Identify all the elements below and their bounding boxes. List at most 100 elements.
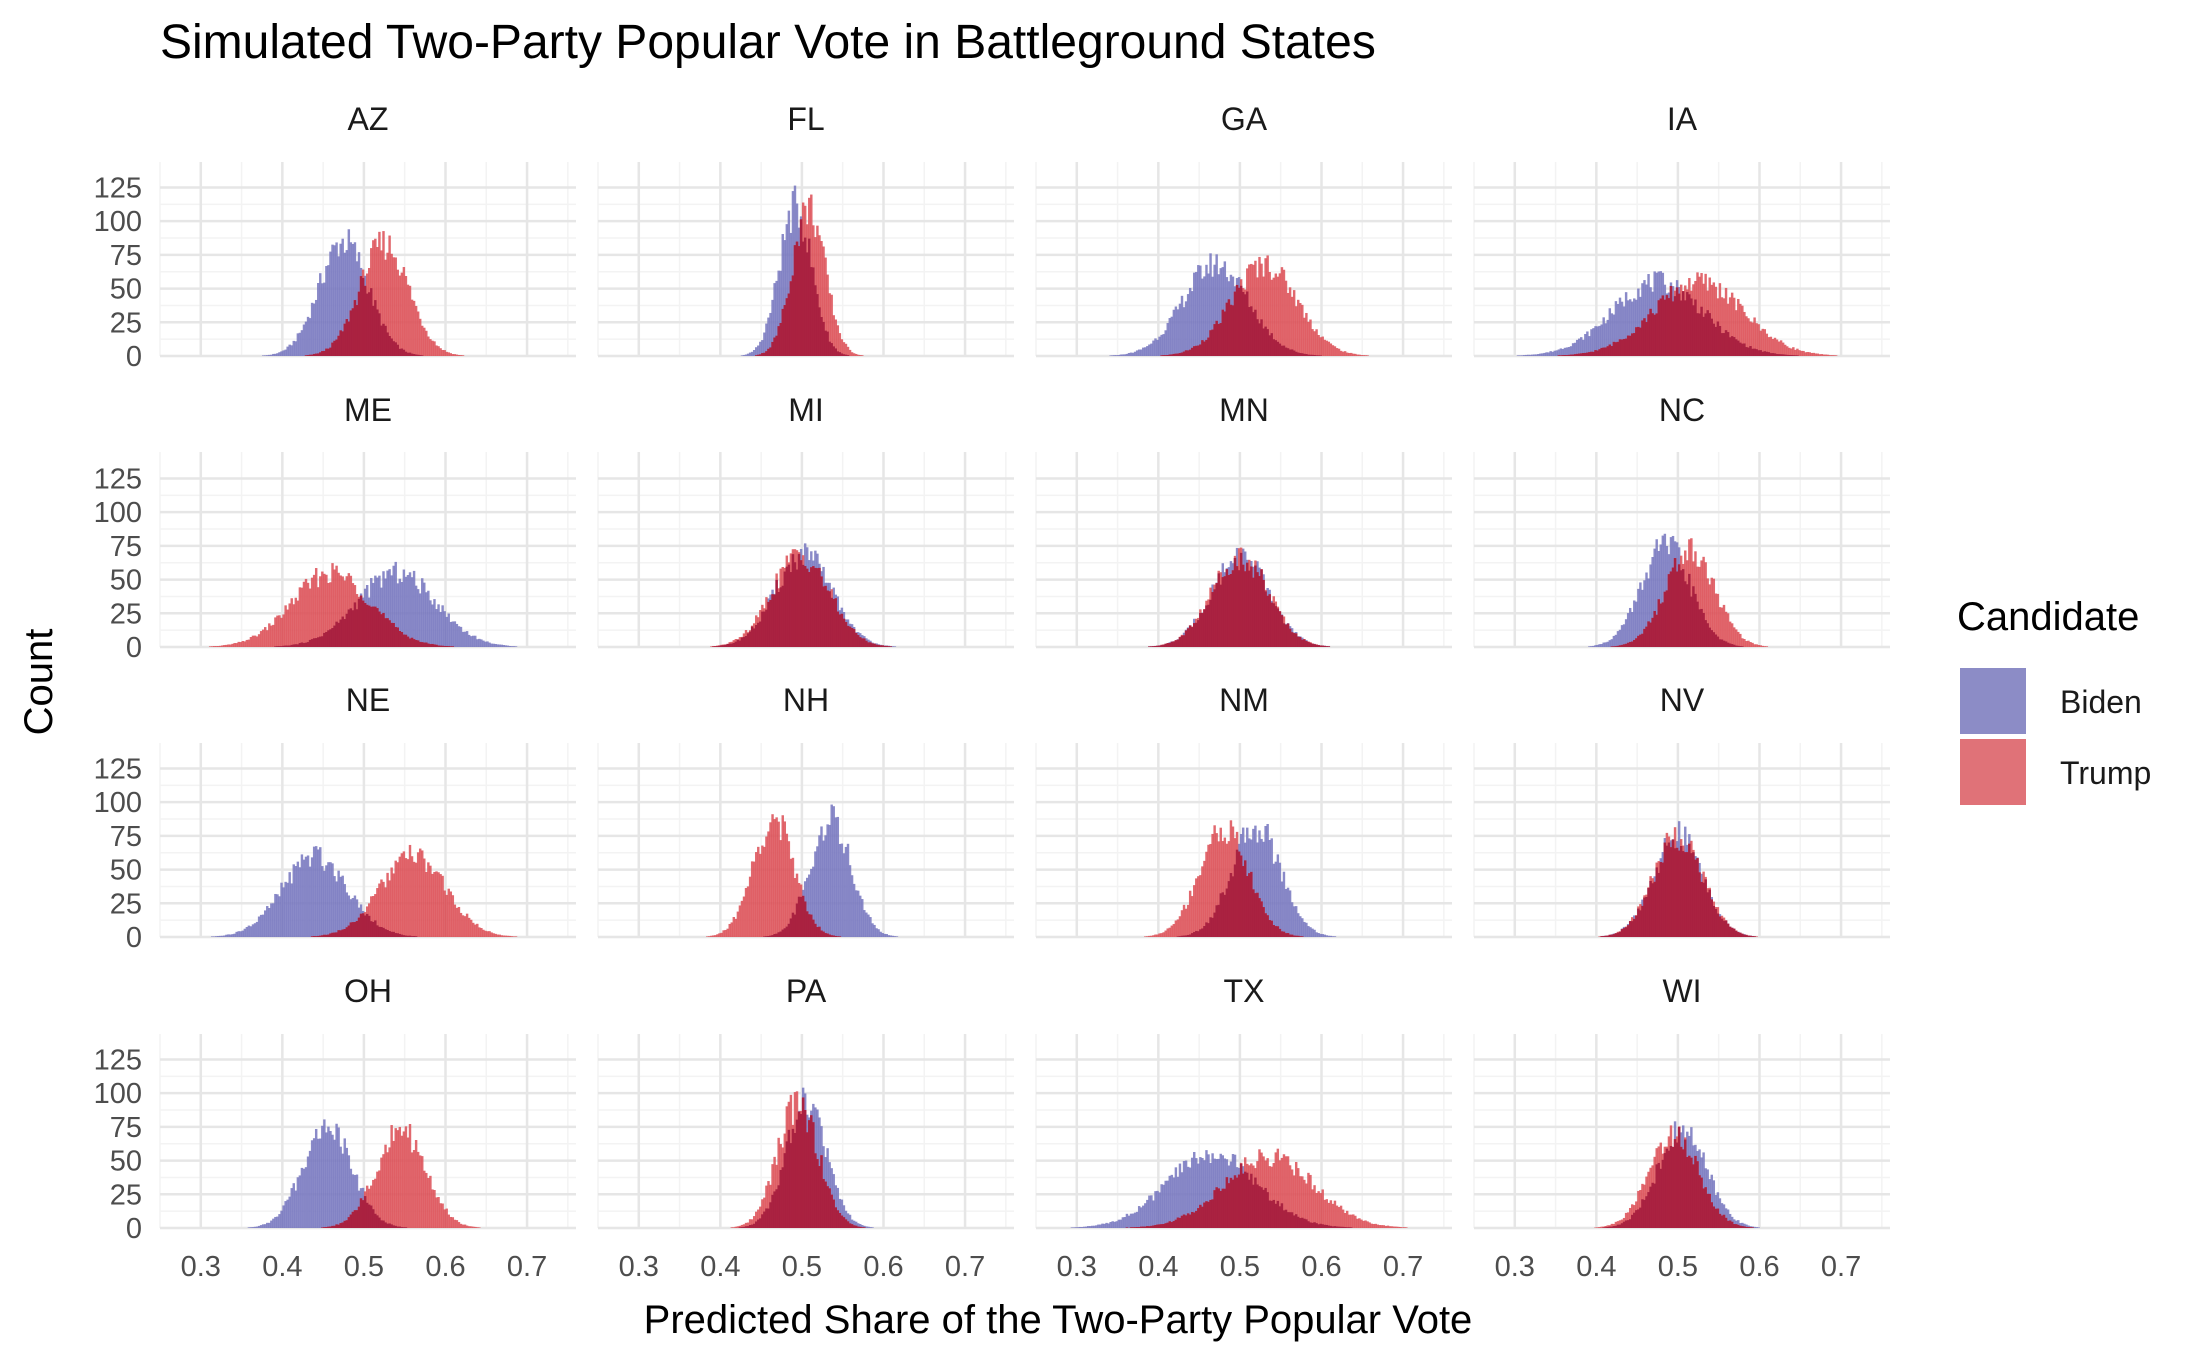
bar-trump bbox=[1766, 646, 1768, 647]
bar-overlap bbox=[415, 936, 417, 937]
bar-biden bbox=[515, 646, 517, 647]
y-tick-label: 100 bbox=[94, 497, 142, 529]
bar-biden bbox=[1757, 1227, 1759, 1228]
bar-overlap bbox=[405, 1227, 407, 1228]
facet-panel-ne: NE 0255075100125 bbox=[94, 682, 576, 954]
facet-label: FL bbox=[787, 101, 824, 137]
series-overlap-bars bbox=[712, 554, 892, 647]
facet-panels: AZ0255075100125FL GA IAME0255075100125MI MN… bbox=[94, 101, 1890, 1283]
facet-panel-nh: NH bbox=[598, 682, 1014, 937]
facet-label: NE bbox=[346, 682, 390, 718]
x-tick-label: 0.5 bbox=[344, 1251, 384, 1283]
x-tick-label: 0.6 bbox=[863, 1251, 903, 1283]
x-tick-label: 0.6 bbox=[1301, 1251, 1341, 1283]
bar-overlap bbox=[1328, 646, 1330, 647]
facet-panel-fl: FL bbox=[598, 101, 1014, 356]
x-tick-label: 0.7 bbox=[1383, 1251, 1423, 1283]
y-tick-label: 50 bbox=[110, 1146, 142, 1178]
x-tick-label: 0.7 bbox=[945, 1251, 985, 1283]
legend-label-biden: Biden bbox=[2060, 684, 2142, 720]
facet-label: OH bbox=[344, 973, 392, 1009]
facet-panel-ga: GA bbox=[1036, 101, 1452, 356]
x-tick-label: 0.7 bbox=[507, 1251, 547, 1283]
bar-overlap bbox=[1350, 1227, 1352, 1228]
facet-label: IA bbox=[1667, 101, 1698, 137]
y-tick-label: 0 bbox=[126, 922, 142, 954]
bar-trump bbox=[1366, 355, 1368, 356]
x-tick-label: 0.6 bbox=[1739, 1251, 1779, 1283]
x-axis-label: Predicted Share of the Two-Party Popular… bbox=[644, 1298, 1473, 1342]
bar-biden bbox=[1334, 936, 1336, 937]
x-tick-label: 0.5 bbox=[782, 1251, 822, 1283]
chart-title: Simulated Two-Party Popular Vote in Batt… bbox=[160, 16, 1376, 69]
bar-overlap bbox=[1741, 646, 1743, 647]
facet-panel-ia: IA bbox=[1474, 101, 1890, 356]
y-tick-label: 0 bbox=[126, 1213, 142, 1245]
x-tick-label: 0.4 bbox=[700, 1251, 740, 1283]
facet-label: AZ bbox=[348, 101, 389, 137]
y-tick-label: 100 bbox=[94, 206, 142, 238]
y-tick-label: 75 bbox=[110, 240, 142, 272]
bar-overlap bbox=[1301, 936, 1303, 937]
bar-biden bbox=[896, 936, 898, 937]
y-tick-label: 75 bbox=[110, 1112, 142, 1144]
x-tick-label: 0.4 bbox=[262, 1251, 302, 1283]
x-tick-label: 0.4 bbox=[1138, 1251, 1178, 1283]
x-tick-label: 0.6 bbox=[425, 1251, 465, 1283]
facet-label: MN bbox=[1219, 392, 1269, 428]
series-overlap-bars bbox=[1600, 840, 1755, 937]
y-tick-label: 25 bbox=[110, 888, 142, 920]
bar-trump bbox=[478, 1227, 480, 1228]
y-tick-label: 75 bbox=[110, 821, 142, 853]
facet-panel-wi: WI0.3 0.4 0.5 0.6 0.7 bbox=[1474, 973, 1890, 1283]
facet-label: NH bbox=[783, 682, 829, 718]
facet-panel-oh: OH02550751001250.3 0.4 0.5 0.6 0.7 bbox=[94, 973, 576, 1283]
y-tick-label: 50 bbox=[110, 855, 142, 887]
facet-panel-mn: MN bbox=[1036, 392, 1452, 647]
facet-panel-mi: MI bbox=[598, 392, 1014, 647]
bar-overlap bbox=[890, 646, 892, 647]
x-tick-label: 0.3 bbox=[181, 1251, 221, 1283]
bar-overlap bbox=[1796, 355, 1798, 356]
legend-label-trump: Trump bbox=[2060, 755, 2151, 791]
bar-trump bbox=[1835, 355, 1837, 356]
y-tick-label: 125 bbox=[94, 753, 142, 785]
bar-trump bbox=[1405, 1227, 1407, 1228]
y-tick-label: 0 bbox=[126, 341, 142, 373]
facet-panel-az: AZ0255075100125 bbox=[94, 101, 576, 373]
facet-label: TX bbox=[1224, 973, 1265, 1009]
bar-overlap bbox=[1751, 1227, 1753, 1228]
facet-panel-tx: TX0.3 0.4 0.5 0.6 0.7 bbox=[1036, 973, 1452, 1283]
y-tick-label: 75 bbox=[110, 531, 142, 563]
facet-label: MI bbox=[788, 392, 824, 428]
facet-label: ME bbox=[344, 392, 392, 428]
x-tick-label: 0.4 bbox=[1576, 1251, 1616, 1283]
facet-panel-nm: NM bbox=[1036, 682, 1452, 937]
bar-overlap bbox=[421, 355, 423, 356]
y-tick-label: 100 bbox=[94, 1078, 142, 1110]
bar-overlap bbox=[1753, 936, 1755, 937]
bar-overlap bbox=[1126, 1227, 1128, 1228]
legend-key-trump bbox=[1960, 739, 2026, 805]
bar-overlap bbox=[839, 936, 841, 937]
facet-label: WI bbox=[1662, 973, 1701, 1009]
y-tick-label: 100 bbox=[94, 787, 142, 819]
x-tick-label: 0.3 bbox=[1495, 1251, 1535, 1283]
x-tick-label: 0.3 bbox=[619, 1251, 659, 1283]
facet-label: NV bbox=[1660, 682, 1705, 718]
bar-overlap bbox=[452, 646, 454, 647]
bar-trump bbox=[462, 355, 464, 356]
facet-panel-nc: NC bbox=[1474, 392, 1890, 647]
y-tick-label: 125 bbox=[94, 463, 142, 495]
y-tick-label: 25 bbox=[110, 307, 142, 339]
x-tick-label: 0.5 bbox=[1658, 1251, 1698, 1283]
y-tick-label: 0 bbox=[126, 632, 142, 664]
y-axis-label: Count bbox=[17, 629, 61, 736]
facet-panel-pa: PA 0.3 0.4 0.5 0.6 0.7 bbox=[598, 973, 1014, 1283]
legend: Candidate Biden Trump bbox=[1957, 595, 2151, 805]
y-tick-label: 50 bbox=[110, 565, 142, 597]
series-overlap-bars bbox=[739, 1097, 866, 1228]
facet-label: PA bbox=[786, 973, 827, 1009]
x-tick-label: 0.5 bbox=[1220, 1251, 1260, 1283]
